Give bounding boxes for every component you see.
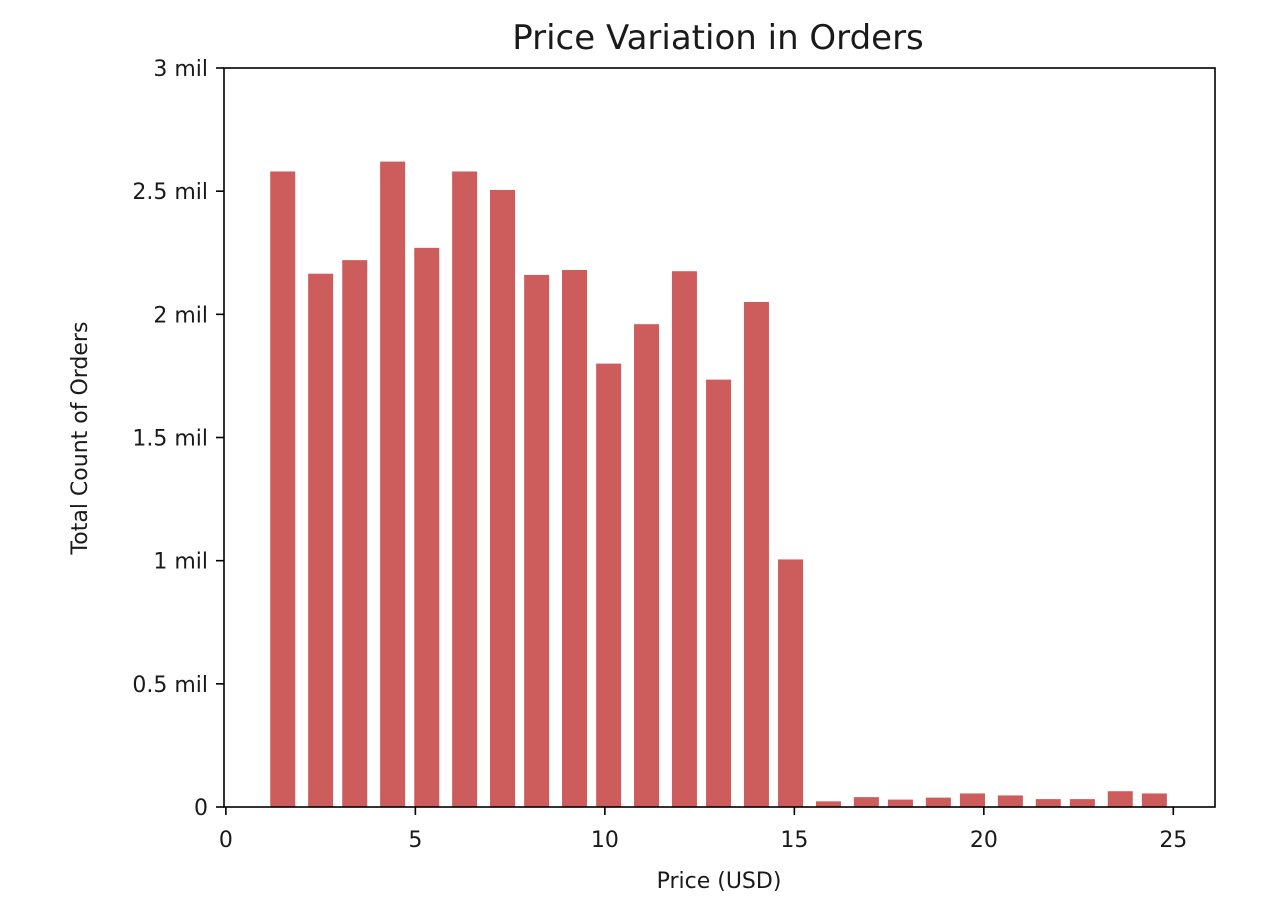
- bar-4: [414, 247, 440, 807]
- bar-11: [671, 271, 697, 808]
- bar-1: [308, 273, 334, 807]
- y-axis-ticks: 0 0.5 mil 1 mil 1.5 mil 2 mil 2.5 mil 3 mil: [132, 57, 224, 821]
- x-tick-label-3: 15: [780, 828, 808, 853]
- bar-20: [997, 795, 1023, 807]
- y-tick-label-6: 3 mil: [153, 57, 208, 82]
- bar-15: [815, 801, 841, 807]
- bar-14: [778, 559, 804, 807]
- bar-18: [925, 797, 951, 807]
- bar-24: [1141, 793, 1167, 807]
- x-axis-ticks: 0 5 10 15 20 25: [219, 807, 1187, 853]
- bar-17: [887, 799, 913, 807]
- bars-group: [270, 161, 1167, 808]
- bar-6: [490, 189, 516, 807]
- bar-10: [634, 324, 660, 807]
- bar-13: [743, 302, 769, 807]
- y-tick-label-0: 0: [194, 796, 208, 821]
- bar-16: [853, 797, 879, 807]
- y-tick-label-3: 1.5 mil: [132, 427, 208, 452]
- bar-3: [380, 161, 406, 808]
- x-tick-label-5: 25: [1159, 828, 1187, 853]
- x-axis-label: Price (USD): [657, 869, 782, 894]
- bar-0: [270, 171, 296, 807]
- bar-23: [1107, 791, 1133, 807]
- x-tick-label-4: 20: [970, 828, 998, 853]
- bar-12: [706, 379, 732, 807]
- y-tick-label-2: 1 mil: [153, 550, 208, 575]
- bar-7: [524, 274, 550, 807]
- bar-9: [596, 363, 622, 807]
- bar-2: [342, 260, 368, 807]
- y-tick-label-1: 0.5 mil: [132, 673, 208, 698]
- x-tick-label-1: 5: [408, 828, 422, 853]
- y-tick-label-5: 2.5 mil: [132, 180, 208, 205]
- x-tick-label-2: 10: [591, 828, 619, 853]
- bar-22: [1069, 799, 1095, 807]
- chart-title: Price Variation in Orders: [512, 18, 924, 58]
- bar-21: [1035, 799, 1061, 807]
- bar-5: [452, 171, 478, 807]
- bar-8: [562, 269, 588, 807]
- x-tick-label-0: 0: [219, 828, 233, 853]
- y-axis-label: Total Count of Orders: [68, 322, 93, 556]
- y-tick-label-4: 2 mil: [153, 303, 208, 328]
- bar-19: [959, 793, 985, 807]
